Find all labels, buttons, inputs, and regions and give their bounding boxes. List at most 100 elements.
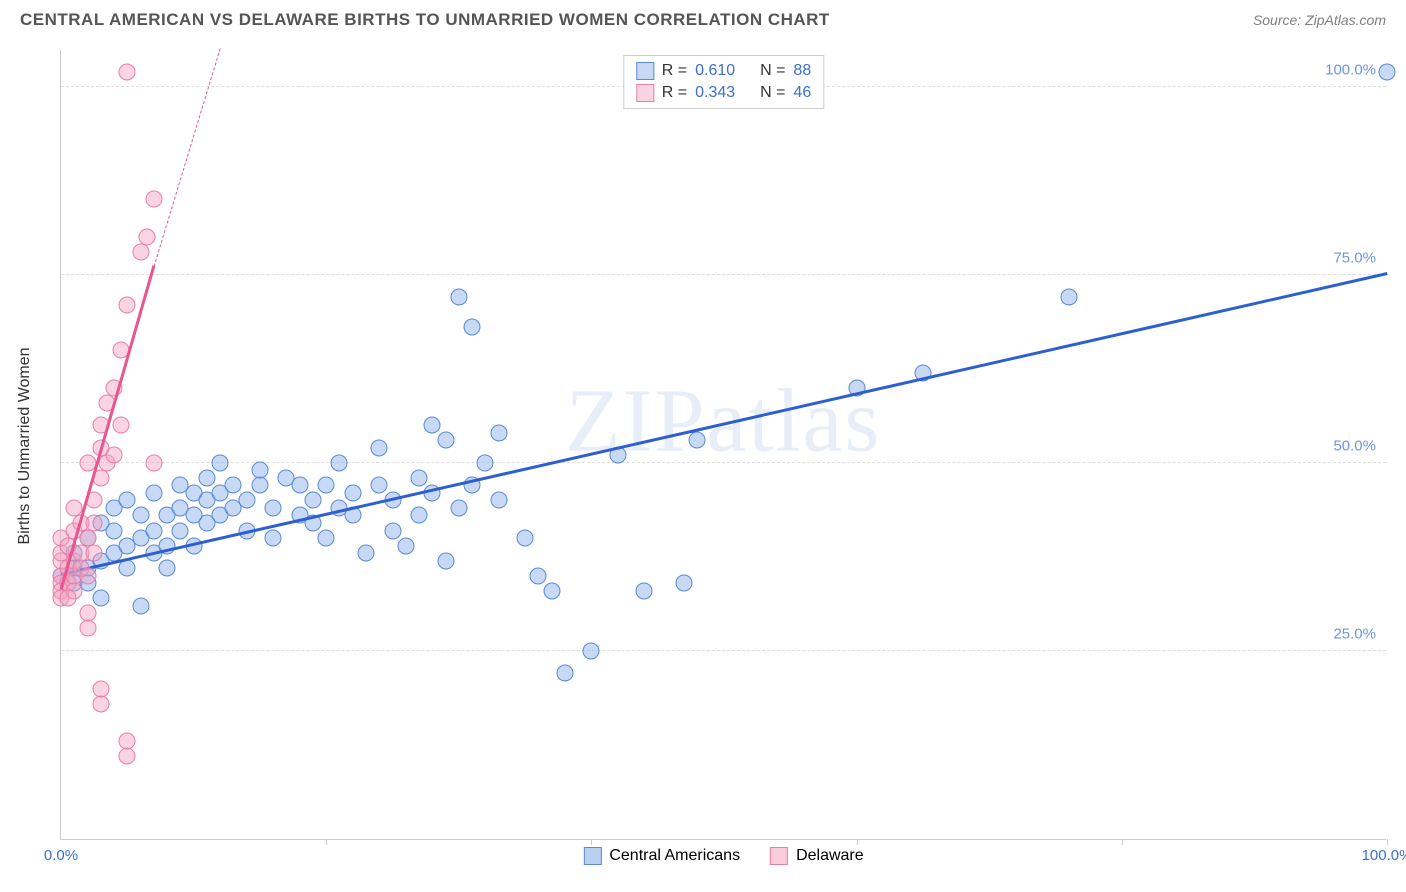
x-tick-label: 0.0% — [44, 847, 78, 864]
scatter-chart: ZIPatlas R = 0.610 N = 88 R = 0.343 N = … — [60, 50, 1386, 840]
data-point — [106, 447, 123, 464]
data-point — [212, 454, 229, 471]
gridline — [61, 650, 1386, 651]
data-point — [106, 522, 123, 539]
data-point — [251, 477, 268, 494]
data-point — [556, 665, 573, 682]
data-point — [676, 575, 693, 592]
x-tick — [326, 839, 327, 845]
data-point — [517, 530, 534, 547]
data-point — [119, 748, 136, 765]
data-point — [79, 620, 96, 637]
data-point — [92, 695, 109, 712]
data-point — [145, 454, 162, 471]
data-point — [145, 484, 162, 501]
data-point — [689, 432, 706, 449]
data-point — [371, 439, 388, 456]
trend-line-dash — [153, 48, 220, 266]
data-point — [318, 477, 335, 494]
data-point — [265, 499, 282, 516]
data-point — [132, 244, 149, 261]
swatch-central-icon — [636, 62, 654, 80]
y-axis-title: Births to Unmarried Women — [16, 347, 34, 544]
x-tick — [591, 839, 592, 845]
data-point — [1060, 289, 1077, 306]
data-point — [331, 454, 348, 471]
data-point — [437, 432, 454, 449]
y-tick-label: 100.0% — [1325, 61, 1376, 78]
r-label: R = — [662, 84, 687, 102]
data-point — [145, 522, 162, 539]
data-point — [291, 477, 308, 494]
n-value: 46 — [793, 84, 811, 102]
data-point — [92, 680, 109, 697]
x-tick — [1122, 839, 1123, 845]
data-point — [159, 560, 176, 577]
legend-label: Delaware — [796, 847, 864, 865]
y-tick-label: 25.0% — [1333, 625, 1376, 642]
legend-row-delaware: R = 0.343 N = 46 — [636, 82, 811, 104]
correlation-legend: R = 0.610 N = 88 R = 0.343 N = 46 — [623, 55, 824, 109]
data-point — [112, 417, 129, 434]
data-point — [583, 642, 600, 659]
data-point — [132, 507, 149, 524]
data-point — [318, 530, 335, 547]
data-point — [119, 63, 136, 80]
legend-label: Central Americans — [609, 847, 740, 865]
source-attribution: Source: ZipAtlas.com — [1253, 12, 1386, 28]
swatch-central-icon — [583, 847, 601, 865]
data-point — [450, 289, 467, 306]
data-point — [357, 545, 374, 562]
data-point — [119, 296, 136, 313]
data-point — [530, 567, 547, 584]
data-point — [477, 454, 494, 471]
gridline — [61, 274, 1386, 275]
x-tick — [1387, 839, 1388, 845]
data-point — [225, 477, 242, 494]
x-tick-label: 100.0% — [1362, 847, 1406, 864]
legend-row-central: R = 0.610 N = 88 — [636, 60, 811, 82]
trend-line — [61, 272, 1388, 576]
n-label: N = — [760, 62, 785, 80]
data-point — [304, 492, 321, 509]
data-point — [344, 484, 361, 501]
x-tick — [857, 839, 858, 845]
series-legend: Central Americans Delaware — [583, 845, 863, 867]
data-point — [251, 462, 268, 479]
swatch-delaware-icon — [636, 84, 654, 102]
data-point — [437, 552, 454, 569]
data-point — [384, 522, 401, 539]
data-point — [92, 590, 109, 607]
data-point — [265, 530, 282, 547]
data-point — [86, 515, 103, 532]
r-value: 0.610 — [695, 62, 735, 80]
data-point — [450, 499, 467, 516]
data-point — [636, 582, 653, 599]
data-point — [172, 522, 189, 539]
data-point — [397, 537, 414, 554]
data-point — [490, 424, 507, 441]
y-tick-label: 50.0% — [1333, 437, 1376, 454]
r-label: R = — [662, 62, 687, 80]
data-point — [79, 567, 96, 584]
data-point — [424, 417, 441, 434]
n-label: N = — [760, 84, 785, 102]
data-point — [411, 507, 428, 524]
data-point — [371, 477, 388, 494]
data-point — [490, 492, 507, 509]
data-point — [238, 492, 255, 509]
data-point — [139, 229, 156, 246]
data-point — [411, 469, 428, 486]
data-point — [132, 597, 149, 614]
data-point — [86, 545, 103, 562]
chart-title: CENTRAL AMERICAN VS DELAWARE BIRTHS TO U… — [20, 10, 830, 30]
data-point — [543, 582, 560, 599]
data-point — [1379, 63, 1396, 80]
data-point — [119, 492, 136, 509]
r-value: 0.343 — [695, 84, 735, 102]
data-point — [119, 733, 136, 750]
data-point — [59, 590, 76, 607]
swatch-delaware-icon — [770, 847, 788, 865]
legend-item-central: Central Americans — [583, 845, 740, 867]
n-value: 88 — [793, 62, 811, 80]
